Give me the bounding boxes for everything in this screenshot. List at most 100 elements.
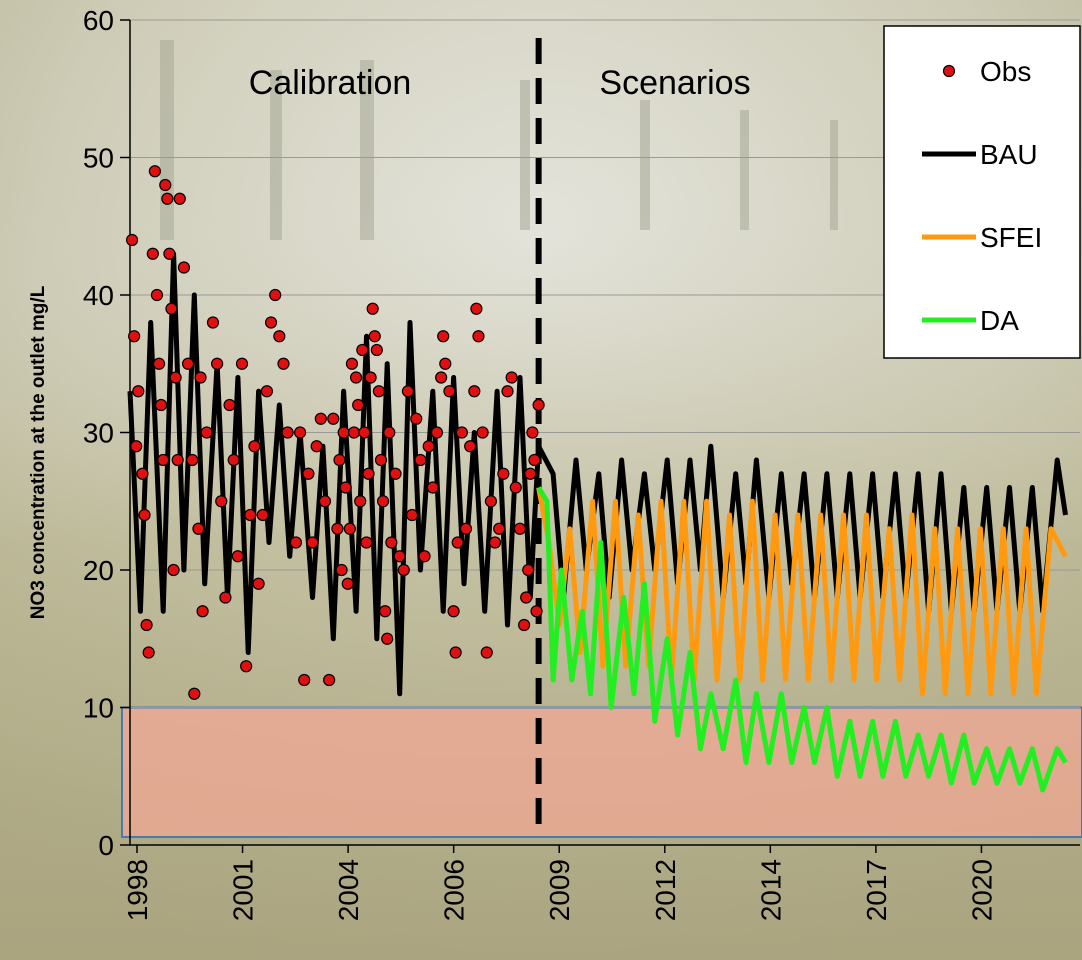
- obs-point: [157, 453, 170, 467]
- obs-point: [520, 591, 533, 604]
- obs-point: [455, 426, 468, 439]
- obs-point: [430, 426, 444, 439]
- obs-point: [293, 426, 307, 439]
- obs-point: [181, 357, 195, 370]
- obs-point: [343, 522, 356, 535]
- obs-point: [318, 495, 332, 508]
- obs-point: [484, 495, 498, 508]
- x-tick-label-2004: 2004: [333, 859, 364, 921]
- obs-point: [269, 288, 282, 302]
- obs-point: [177, 261, 191, 274]
- obs-point: [192, 522, 205, 535]
- obs-point: [171, 453, 184, 467]
- obs-point: [159, 178, 172, 192]
- x-tick-label-1998: 1998: [122, 859, 153, 921]
- y-tick-label-0: 0: [98, 830, 114, 861]
- obs-point: [470, 302, 483, 315]
- obs-point: [472, 330, 485, 343]
- obs-point: [379, 605, 392, 618]
- obs-point: [468, 385, 481, 398]
- obs-point: [161, 192, 174, 205]
- obs-point: [376, 495, 390, 508]
- obs-point: [381, 632, 394, 645]
- obs-point: [443, 385, 456, 398]
- obs-point: [273, 330, 286, 343]
- obs-point: [354, 495, 367, 508]
- obs-point: [459, 522, 473, 535]
- obs-point: [227, 453, 240, 467]
- obs-point: [206, 316, 220, 329]
- x-tick-label-2020: 2020: [966, 859, 997, 921]
- obs-point: [426, 481, 439, 494]
- obs-point: [464, 440, 477, 453]
- obs-point: [169, 371, 182, 384]
- obs-point: [530, 605, 543, 618]
- obs-point: [528, 453, 541, 467]
- obs-point: [200, 426, 213, 439]
- scenarios-annotation: Scenarios: [599, 64, 750, 102]
- obs-point: [360, 536, 373, 549]
- obs-point: [167, 563, 180, 577]
- obs-point: [364, 371, 377, 384]
- legend-label-obs: Obs: [980, 56, 1031, 87]
- legend-label-da: DA: [980, 305, 1019, 336]
- obs-point: [252, 577, 265, 590]
- obs-point: [401, 385, 415, 398]
- obs-point: [136, 467, 149, 480]
- obs-point: [532, 398, 545, 412]
- obs-point: [148, 165, 161, 178]
- obs-point: [277, 357, 290, 370]
- x-tick-label-2012: 2012: [650, 859, 681, 921]
- obs-point: [501, 385, 514, 398]
- y-tick-label-20: 20: [83, 555, 114, 586]
- obs-point: [418, 550, 431, 563]
- obs-point: [163, 247, 176, 260]
- threshold-band: [121, 706, 1082, 838]
- obs-point: [341, 577, 354, 590]
- obs-point: [302, 467, 315, 480]
- y-tick-label-50: 50: [83, 143, 114, 174]
- obs-point: [389, 467, 402, 480]
- obs-point: [356, 343, 369, 357]
- obs-point: [372, 385, 386, 398]
- obs-point: [347, 426, 361, 439]
- legend-label-sfei: SFEI: [980, 222, 1042, 253]
- obs-point: [493, 522, 506, 535]
- obs-point: [240, 660, 253, 673]
- obs-point: [281, 426, 294, 439]
- obs-point: [235, 357, 249, 370]
- obs-point: [155, 398, 168, 412]
- obs-point: [476, 426, 489, 439]
- x-tick-label-2009: 2009: [544, 859, 575, 921]
- obs-point: [345, 357, 359, 370]
- obs-point: [368, 330, 381, 343]
- obs-point: [362, 467, 375, 480]
- obs-point: [314, 412, 327, 425]
- obs-point: [173, 192, 186, 205]
- obs-point: [223, 398, 236, 412]
- obs-point: [335, 563, 348, 577]
- obs-point: [383, 426, 396, 439]
- obs-point: [480, 646, 493, 659]
- obs-point: [194, 371, 207, 384]
- y-tick-label-60: 60: [83, 5, 114, 36]
- obs-point: [393, 550, 406, 563]
- obs-point: [215, 495, 228, 508]
- obs-point: [410, 412, 423, 425]
- obs-point: [337, 426, 350, 439]
- obs-point: [256, 508, 269, 522]
- y-axis-label: NO3 concentration at the outlet mg/L: [28, 285, 49, 619]
- obs-point: [509, 481, 522, 494]
- obs-point: [152, 357, 166, 370]
- obs-point: [352, 398, 365, 412]
- series-line-da: [536, 486, 1068, 793]
- obs-point: [513, 522, 527, 535]
- obs-point: [128, 330, 141, 343]
- obs-point: [358, 426, 371, 439]
- obs-point: [374, 453, 388, 467]
- obs-point: [146, 247, 159, 260]
- obs-point: [327, 412, 340, 425]
- obs-point: [422, 440, 435, 453]
- legend-label-bau: BAU: [980, 139, 1038, 170]
